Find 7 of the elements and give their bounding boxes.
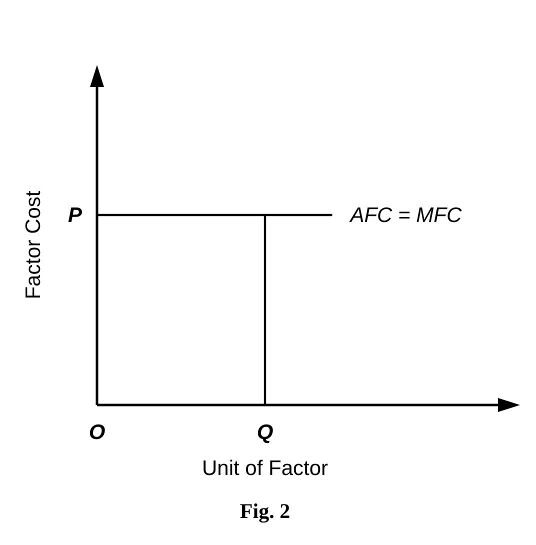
x-tick-label: Q: [256, 421, 274, 444]
annotation: P: [68, 204, 83, 227]
x-tick-label: O: [88, 421, 106, 444]
caption: Fig. 2: [240, 499, 290, 523]
series-label: AFC = MFC: [348, 204, 462, 227]
y-axis-title: Factor Cost: [22, 190, 45, 300]
x-axis-title: Unit of Factor: [202, 457, 328, 480]
